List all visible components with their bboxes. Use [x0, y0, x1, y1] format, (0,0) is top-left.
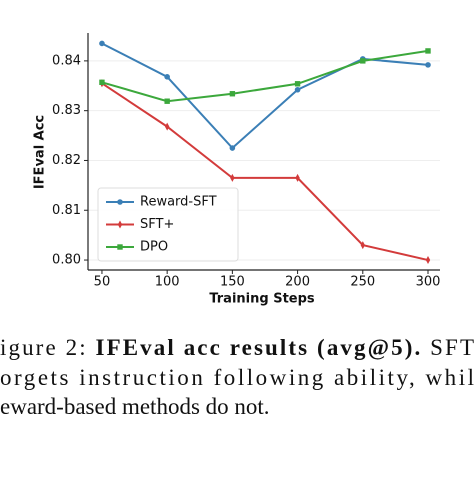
y-tick-label: 0.82	[52, 153, 81, 168]
point	[117, 244, 123, 250]
y-tick-label: 0.81	[52, 203, 81, 218]
point	[360, 58, 366, 64]
point	[99, 79, 105, 85]
point	[229, 145, 236, 151]
caption-line: eward-based methods do not.	[0, 394, 270, 419]
point	[425, 256, 431, 265]
y-tick-label: 0.83	[52, 103, 81, 118]
y-tick-label: 0.84	[52, 53, 81, 68]
point	[425, 48, 431, 54]
point	[164, 98, 170, 104]
legend-label: DPO	[140, 240, 168, 255]
x-axis-label: Training Steps	[209, 292, 315, 307]
legend: Reward-SFT SFT+ DPO	[97, 187, 239, 262]
point	[229, 91, 236, 97]
caption-text: igure 2:	[0, 335, 93, 360]
x-tick-label: 100	[155, 275, 180, 290]
point	[360, 241, 365, 250]
point	[294, 86, 301, 93]
legend-label: SFT+	[140, 217, 174, 232]
caption-line: orgets instruction following ability, wh…	[0, 365, 474, 390]
legend-box	[97, 187, 239, 262]
x-tick-label: 300	[416, 275, 441, 290]
x-tick-label: 150	[220, 275, 245, 290]
caption-text: SFT	[422, 335, 474, 360]
x-tick-label: 50	[94, 275, 111, 290]
point	[295, 173, 300, 182]
y-tick-label: 0.80	[52, 253, 81, 268]
series-line	[101, 82, 429, 262]
caption-line: igure 2: IFEval acc results (avg@5). SFT	[0, 335, 474, 361]
point	[294, 81, 301, 87]
series-line	[101, 49, 429, 103]
y-axis-label: IFEval Acc	[33, 115, 48, 189]
point	[117, 199, 123, 205]
point	[117, 220, 123, 229]
legend-label: Reward-SFT	[140, 195, 217, 210]
caption-bold: IFEval acc results (avg@5).	[96, 335, 421, 361]
x-tick-label: 200	[285, 275, 310, 290]
point	[164, 74, 170, 80]
point	[425, 62, 431, 68]
point	[230, 173, 235, 182]
x-tick-label: 250	[350, 275, 375, 290]
point	[99, 40, 105, 47]
point	[164, 122, 170, 131]
